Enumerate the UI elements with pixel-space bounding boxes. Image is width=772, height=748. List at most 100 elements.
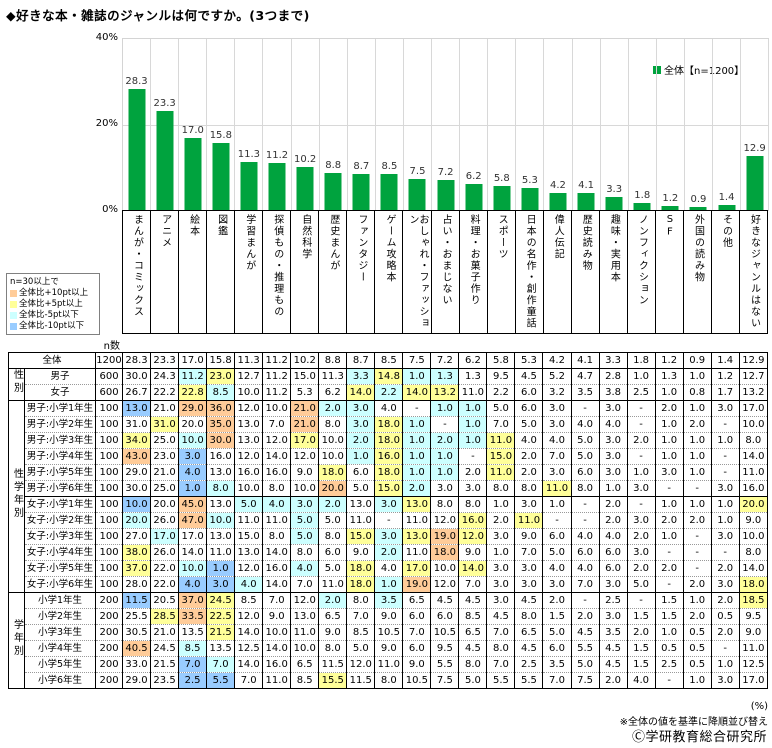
value-cell: -: [626, 448, 656, 465]
bar-value-label: 17.0: [181, 124, 204, 136]
chart-column: 17.0: [179, 39, 208, 211]
bar: [352, 173, 370, 211]
value-cell: 3.0: [710, 480, 740, 497]
value-cell: 14.0: [262, 640, 292, 657]
value-cell: 8.0: [346, 592, 376, 609]
table-row: 小学5年生 200 33.0 21.5 7.0 7.0 14.0 16.0 6.5 11.5 12.…: [9, 656, 769, 673]
value-cell: 9.0: [318, 624, 348, 641]
value-cell: 5.0: [542, 624, 572, 641]
value-cell: 14.0: [402, 384, 432, 401]
value-cell: 10.0: [178, 560, 208, 577]
value-cell: 26.7: [122, 384, 152, 401]
value-cell: 10.5: [374, 624, 404, 641]
value-cell: 19.0: [402, 576, 432, 593]
value-cell: 6.0: [430, 608, 460, 625]
value-cell: 12.0: [234, 560, 264, 577]
bar: [268, 162, 286, 211]
value-cell: -: [542, 512, 572, 529]
value-cell: 3.2: [542, 384, 572, 401]
group-label: 学年別: [11, 618, 23, 658]
n-count-cell: 100: [95, 576, 124, 593]
value-cell: 11.2: [262, 384, 292, 401]
value-cell: 13.0: [402, 496, 432, 513]
value-cell: 2.0: [542, 592, 572, 609]
value-cell: 1.5: [654, 592, 684, 609]
chart-column: 7.2: [432, 39, 461, 211]
value-cell: 17.0: [290, 432, 320, 449]
value-cell: 15.5: [318, 672, 348, 689]
value-cell: 5.0: [290, 512, 320, 529]
value-cell: 3.0: [626, 480, 656, 497]
value-cell: 16.0: [262, 464, 292, 481]
value-cell: 30.5: [122, 624, 152, 641]
chart-column: 1.8: [629, 39, 657, 211]
category-label-cell: 日本の名作・創作童話: [516, 211, 544, 333]
value-cell: 8.0: [514, 480, 544, 497]
value-cell: 18.0: [346, 560, 376, 577]
value-cell: 13.2: [738, 384, 769, 401]
threshold-legend-header: n=30以上で: [10, 277, 59, 287]
value-cell: 12.0: [458, 528, 488, 545]
genre-label: ノンフィクション: [636, 214, 648, 306]
value-cell: 16.0: [262, 656, 292, 673]
n-count-cell: 100: [95, 528, 124, 545]
n-count-cell: 600: [95, 368, 124, 385]
value-cell: 4.0: [542, 560, 572, 577]
group-label-cell: 学年別: [8, 592, 25, 689]
value-cell: 45.0: [178, 496, 208, 513]
value-cell: 11.0: [234, 512, 264, 529]
threshold-legend: n=30以上で 全体比+10pt以上 全体比+5pt以上 全体比-5pt以下 全体比-…: [6, 273, 100, 335]
value-cell: 21.0: [150, 624, 180, 641]
value-cell: 28.5: [150, 608, 180, 625]
value-cell: 9.0: [458, 544, 488, 561]
value-cell: 25.0: [150, 480, 180, 497]
row-label-cell: 女子:小学4年生: [23, 544, 97, 561]
row-label-cell: 女子:小学2年生: [23, 512, 97, 529]
value-cell: 7.0: [486, 416, 516, 433]
value-cell: 14.0: [738, 448, 769, 465]
category-label-cell: ゲーム攻略本: [375, 211, 404, 333]
n-count-cell: 1200: [95, 352, 124, 369]
value-cell: 4.0: [234, 576, 264, 593]
value-cell: 3.0: [542, 576, 572, 593]
value-cell: 1.0: [598, 480, 628, 497]
category-label-cell: SF: [656, 211, 684, 333]
value-cell: 7.0: [514, 544, 544, 561]
value-cell: 2.0: [430, 432, 460, 449]
chart-column: 11.2: [263, 39, 292, 211]
threshold-item-label: 全体比-5pt以下: [19, 310, 79, 320]
value-cell: 4.0: [626, 672, 656, 689]
value-cell: 15.0: [486, 448, 516, 465]
bar-value-label: 15.8: [209, 130, 232, 142]
value-cell: 20.0: [178, 416, 208, 433]
value-cell: 1.0: [402, 432, 432, 449]
value-cell: 11.0: [318, 576, 348, 593]
bar-value-label: 8.7: [353, 160, 370, 172]
value-cell: 1.0: [374, 576, 404, 593]
value-cell: 1.0: [682, 432, 712, 449]
value-cell: 1.0: [654, 448, 684, 465]
value-cell: 9.0: [346, 544, 376, 561]
value-cell: 37.0: [178, 592, 208, 609]
n-count-cell: 100: [95, 432, 124, 449]
n-count-cell: 100: [95, 448, 124, 465]
value-cell: -: [570, 400, 600, 417]
value-cell: 9.0: [402, 656, 432, 673]
value-cell: 15.0: [346, 528, 376, 545]
value-cell: 2.8: [598, 368, 628, 385]
value-cell: 7.0: [178, 656, 208, 673]
bar: [718, 204, 736, 211]
threshold-legend-item: 全体比+5pt以上: [10, 299, 96, 310]
category-label-cell: 歴史まんが: [319, 211, 348, 333]
value-cell: 4.0: [374, 560, 404, 577]
value-cell: 29.0: [178, 400, 208, 417]
value-cell: 0.5: [682, 624, 712, 641]
chart-column: 8.5: [376, 39, 404, 211]
value-cell: 4.0: [570, 528, 600, 545]
value-cell: 5.0: [346, 480, 376, 497]
n-count-cell: 100: [95, 496, 124, 513]
value-cell: -: [710, 448, 740, 465]
value-cell: 1.0: [402, 464, 432, 481]
value-cell: 7.5: [570, 672, 600, 689]
chart-column: 10.2: [292, 39, 320, 211]
